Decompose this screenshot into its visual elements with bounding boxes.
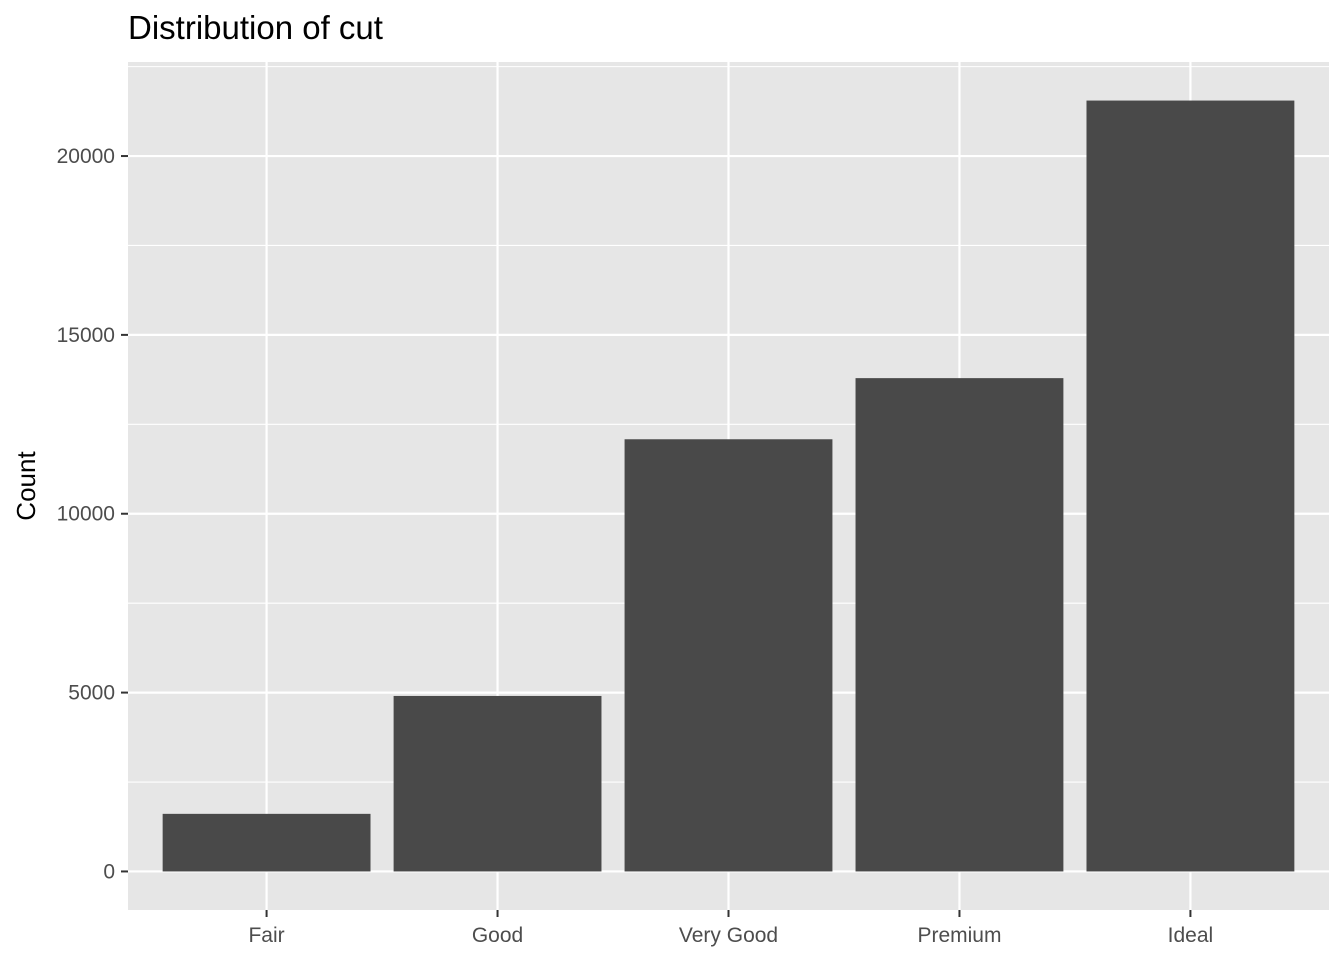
x-axis: Fair Good Very Good Premium Ideal: [248, 910, 1213, 947]
bar-ideal: [1086, 100, 1295, 872]
bars: [162, 100, 1295, 872]
chart-title: Distribution of cut: [128, 9, 383, 46]
y-tick-label: 15000: [57, 324, 115, 347]
y-axis: 0 5000 10000 15000 20000: [57, 145, 128, 883]
y-axis-title: Count: [11, 451, 41, 521]
x-tick-label: Premium: [917, 924, 1001, 947]
x-tick-label: Good: [472, 924, 523, 947]
y-tick-label: 0: [103, 860, 115, 883]
bar-premium: [855, 378, 1064, 872]
y-tick-label: 5000: [68, 682, 115, 705]
bar-good: [393, 695, 602, 872]
x-tick-label: Fair: [248, 924, 284, 947]
bar-very-good: [624, 439, 833, 872]
bar-fair: [162, 813, 371, 872]
x-tick-label: Very Good: [679, 924, 778, 947]
x-tick-label: Ideal: [1168, 924, 1214, 947]
y-tick-label: 10000: [57, 503, 115, 526]
y-tick-label: 20000: [57, 145, 115, 168]
